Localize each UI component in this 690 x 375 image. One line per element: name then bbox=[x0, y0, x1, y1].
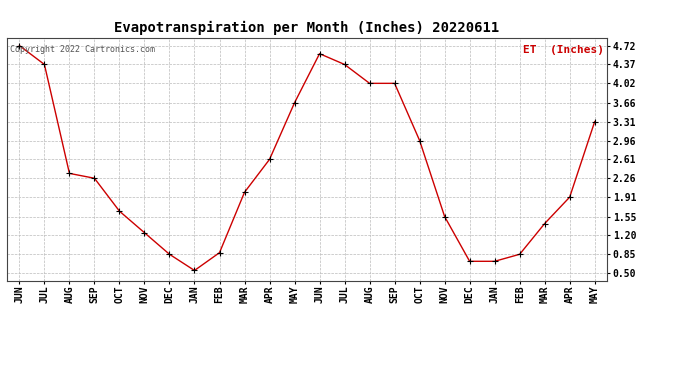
Text: ET  (Inches): ET (Inches) bbox=[523, 45, 604, 55]
Title: Evapotranspiration per Month (Inches) 20220611: Evapotranspiration per Month (Inches) 20… bbox=[115, 21, 500, 35]
Text: Copyright 2022 Cartronics.com: Copyright 2022 Cartronics.com bbox=[10, 45, 155, 54]
